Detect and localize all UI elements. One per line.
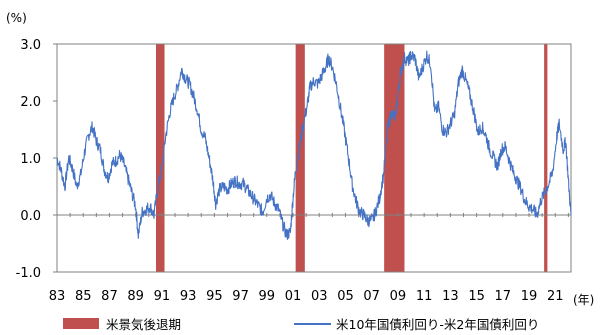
x-tick-label-18: 19 [521, 289, 538, 304]
y-tick-label-3: 0.0 [20, 209, 41, 224]
x-tick-label-9: 01 [285, 289, 302, 304]
x-tick-label-13: 09 [390, 289, 407, 304]
x-tick-label-2: 87 [101, 289, 118, 304]
x-tick-label-10: 03 [311, 289, 328, 304]
x-tick-label-17: 17 [495, 289, 512, 304]
plot-frame [56, 43, 572, 273]
series-line-0 [56, 50, 572, 240]
recession-band-3 [544, 44, 548, 272]
x-tick-label-3: 89 [127, 289, 144, 304]
y-tick-label-1: 2.0 [20, 95, 41, 110]
x-tick-label-8: 99 [259, 289, 276, 304]
recession-bands [155, 44, 548, 272]
y-tick-label-0: 3.0 [20, 38, 41, 53]
x-tick-label-4: 91 [154, 289, 171, 304]
legend-recession-label: 米景気後退期 [106, 317, 181, 332]
recession-band-1 [295, 44, 305, 272]
x-tick-label-12: 07 [363, 289, 380, 304]
axes: 3.0 2.0 1.0 0.0 -1.0 83 85 87 89 91 93 95 97 99 01 03 05… [16, 38, 572, 304]
x-tick-label-14: 11 [416, 289, 433, 304]
series-lines [56, 50, 572, 240]
y-tick-label-4: -1.0 [16, 266, 41, 281]
x-unit-label: (年) [573, 293, 594, 307]
x-tick-label-16: 15 [468, 289, 485, 304]
x-tick-label-6: 95 [206, 289, 223, 304]
recession-band-2 [384, 44, 405, 272]
x-tick-label-1: 85 [75, 289, 92, 304]
x-tick-label-19: 21 [547, 289, 564, 304]
recession-band-0 [155, 44, 165, 272]
legend-recession-swatch [63, 318, 99, 329]
x-tick-label-7: 97 [232, 289, 249, 304]
x-tick-label-0: 83 [49, 289, 66, 304]
y-unit-label: (%) [6, 11, 27, 25]
y-tick-label-2: 1.0 [20, 152, 41, 167]
legend-series-label: 米10年国債利回り-米2年国債利回り [336, 317, 539, 332]
x-tick-label-15: 13 [442, 289, 459, 304]
x-tick-label-11: 05 [337, 289, 354, 304]
legend: 米景気後退期 米10年国債利回り-米2年国債利回り [63, 317, 539, 332]
x-tick-label-5: 93 [180, 289, 197, 304]
